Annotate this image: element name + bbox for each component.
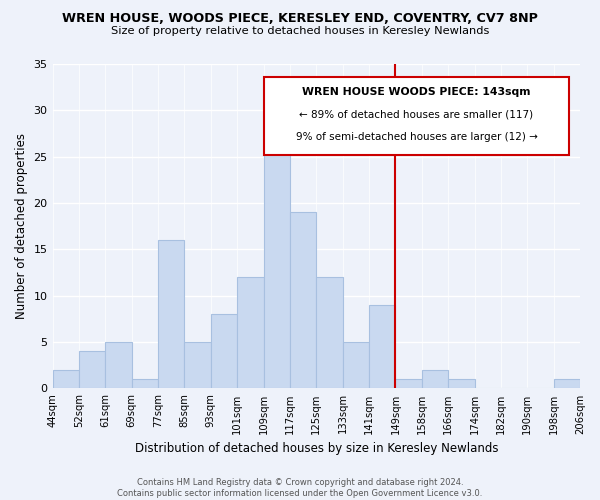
Text: ← 89% of detached houses are smaller (117): ← 89% of detached houses are smaller (11… <box>299 110 533 120</box>
Bar <box>131 379 158 388</box>
Bar <box>343 342 369 388</box>
Bar <box>395 379 422 388</box>
FancyBboxPatch shape <box>263 77 569 155</box>
Bar <box>422 370 448 388</box>
Bar <box>237 277 263 388</box>
Bar <box>105 342 131 388</box>
Bar <box>290 212 316 388</box>
Bar <box>53 370 79 388</box>
Text: 9% of semi-detached houses are larger (12) →: 9% of semi-detached houses are larger (1… <box>296 132 538 142</box>
Text: WREN HOUSE WOODS PIECE: 143sqm: WREN HOUSE WOODS PIECE: 143sqm <box>302 86 531 97</box>
Bar <box>158 240 184 388</box>
Text: Size of property relative to detached houses in Keresley Newlands: Size of property relative to detached ho… <box>111 26 489 36</box>
Bar <box>316 277 343 388</box>
Bar <box>211 314 237 388</box>
X-axis label: Distribution of detached houses by size in Keresley Newlands: Distribution of detached houses by size … <box>134 442 498 455</box>
Bar <box>79 352 105 389</box>
Text: WREN HOUSE, WOODS PIECE, KERESLEY END, COVENTRY, CV7 8NP: WREN HOUSE, WOODS PIECE, KERESLEY END, C… <box>62 12 538 26</box>
Y-axis label: Number of detached properties: Number of detached properties <box>15 133 28 319</box>
Bar <box>369 305 395 388</box>
Bar <box>448 379 475 388</box>
Bar <box>554 379 580 388</box>
Text: Contains HM Land Registry data © Crown copyright and database right 2024.
Contai: Contains HM Land Registry data © Crown c… <box>118 478 482 498</box>
Bar <box>263 148 290 388</box>
Bar <box>184 342 211 388</box>
